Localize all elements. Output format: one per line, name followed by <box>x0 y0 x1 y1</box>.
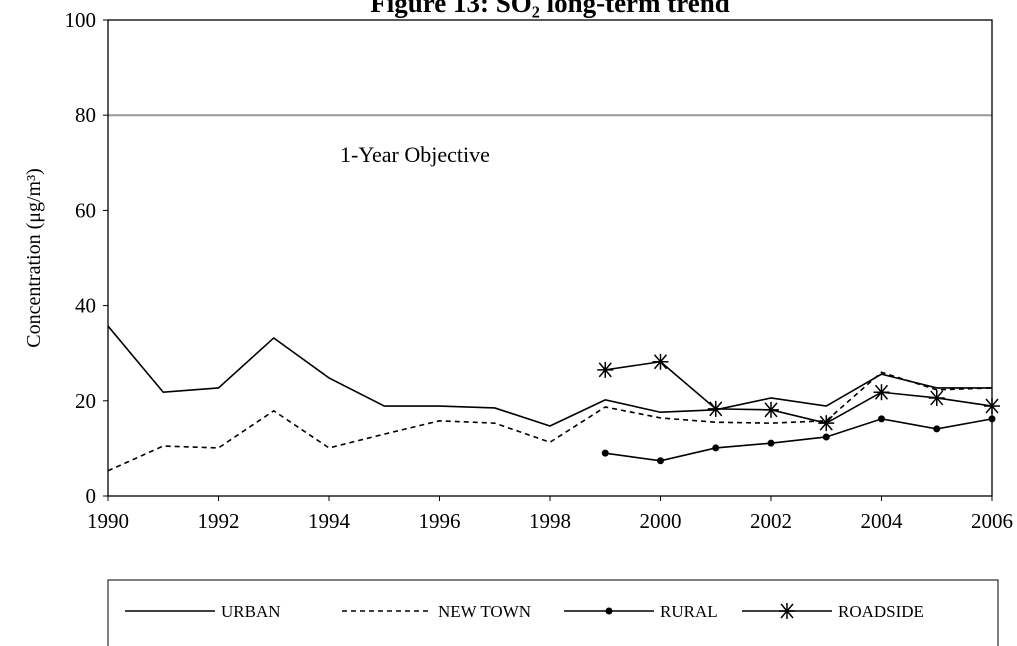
point <box>712 444 720 452</box>
x-tick-label: 2004 <box>861 509 904 533</box>
point <box>988 415 996 423</box>
legend-label: NEW TOWN <box>438 602 531 621</box>
point <box>818 415 835 432</box>
point <box>767 439 775 447</box>
y-tick-label: 60 <box>75 198 96 222</box>
point <box>601 449 609 457</box>
point <box>873 384 890 401</box>
y-tick-label: 20 <box>75 389 96 413</box>
x-tick-label: 1990 <box>87 509 129 533</box>
legend-box <box>107 579 999 646</box>
point <box>933 425 941 433</box>
point <box>597 361 614 378</box>
y-tick-label: 80 <box>75 103 96 127</box>
x-tick-label: 1992 <box>198 509 240 533</box>
chart-title: Figure 13: SO₂ long-term trend <box>370 0 730 18</box>
y-tick-label: 40 <box>75 294 96 318</box>
point <box>657 457 664 465</box>
point <box>707 400 724 417</box>
point <box>779 603 795 619</box>
point <box>928 389 945 406</box>
point <box>878 415 885 423</box>
series-line <box>107 325 992 427</box>
point <box>984 398 1000 415</box>
x-tick-label: 2000 <box>640 509 682 533</box>
x-tick-label: 1994 <box>308 509 351 533</box>
legend-label: URBAN <box>221 602 281 621</box>
x-tick-label: 1998 <box>529 509 571 533</box>
x-tick-label: 2006 <box>971 509 1013 533</box>
point <box>822 433 830 441</box>
y-tick-label: 0 <box>86 484 97 508</box>
plot-frame <box>107 19 993 497</box>
point <box>763 401 779 418</box>
x-tick-label: 2002 <box>750 509 792 533</box>
legend-label: RURAL <box>660 602 718 621</box>
y-axis-label: Concentration (μg/m³) <box>23 168 45 347</box>
point <box>652 353 669 370</box>
legend-label: ROADSIDE <box>838 602 924 621</box>
series-line <box>605 360 993 425</box>
y-tick-label: 100 <box>65 8 97 32</box>
point <box>605 607 613 615</box>
x-tick-label: 1996 <box>419 509 461 533</box>
objective-label: 1-Year Objective <box>340 142 490 167</box>
series-line <box>605 418 993 462</box>
